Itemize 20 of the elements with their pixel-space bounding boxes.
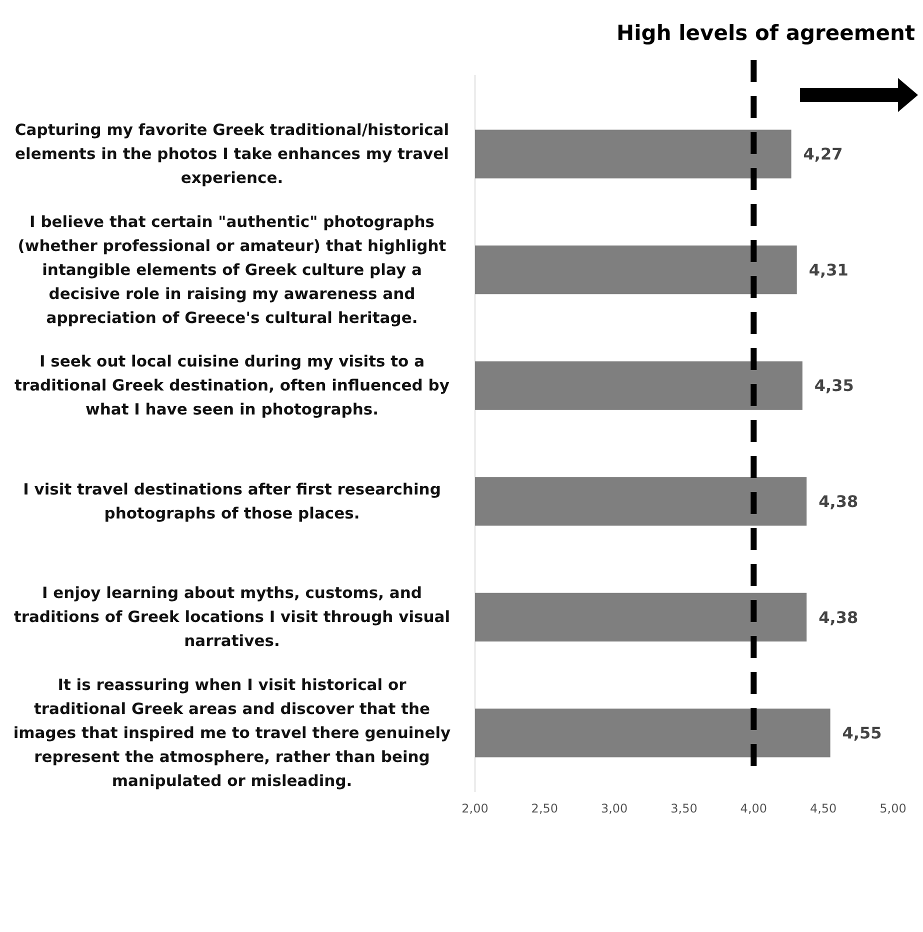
data-label: 4,55 [842,724,882,743]
y-tick-label: It is reassuring when I visit historical or traditional Greek areas and discover that the images that inspired me to travel there genuinely represent the atmosphere, rather than being manipulated or misleading. [13,676,451,790]
y-tick-label: I believe that certain "authentic" photographs (whether professional or amateur) that highlight intangible elements of Greek culture play a decisive role in raising my awareness and appreciation of Greece's cultural heritage. [18,212,447,327]
y-tick-label: Capturing my favorite Greek traditional/historical elements in the photos I take enhances my travel experience. [14,121,450,188]
x-tick-label: 5,00 [880,802,906,816]
y-tick-label: I enjoy learning about myths, customs, and traditions of Greek locations I visit through visual narratives. [14,584,450,650]
y-tick-label: I visit travel destinations after first researching photographs of those places. [23,480,441,522]
x-tick-label: 2,00 [462,802,488,816]
data-label: 4,35 [814,376,854,396]
y-tick-label: I seek out local cuisine during my visits to a traditional Greek destination, often influenced by what I have seen in photographs. [14,352,450,419]
x-tick-label: 4,00 [740,802,768,816]
data-label: 4,27 [803,144,843,164]
x-tick-label: 3,00 [600,802,628,816]
x-tick-label: 3,50 [670,802,698,816]
text: High levels of agreement [616,21,915,45]
data-label: 4,38 [818,492,858,511]
x-tick-label: 4,50 [810,802,837,816]
data-label: 4,31 [808,260,848,280]
x-tick-label: 2,50 [531,802,558,816]
data-label: 4,38 [818,608,858,627]
